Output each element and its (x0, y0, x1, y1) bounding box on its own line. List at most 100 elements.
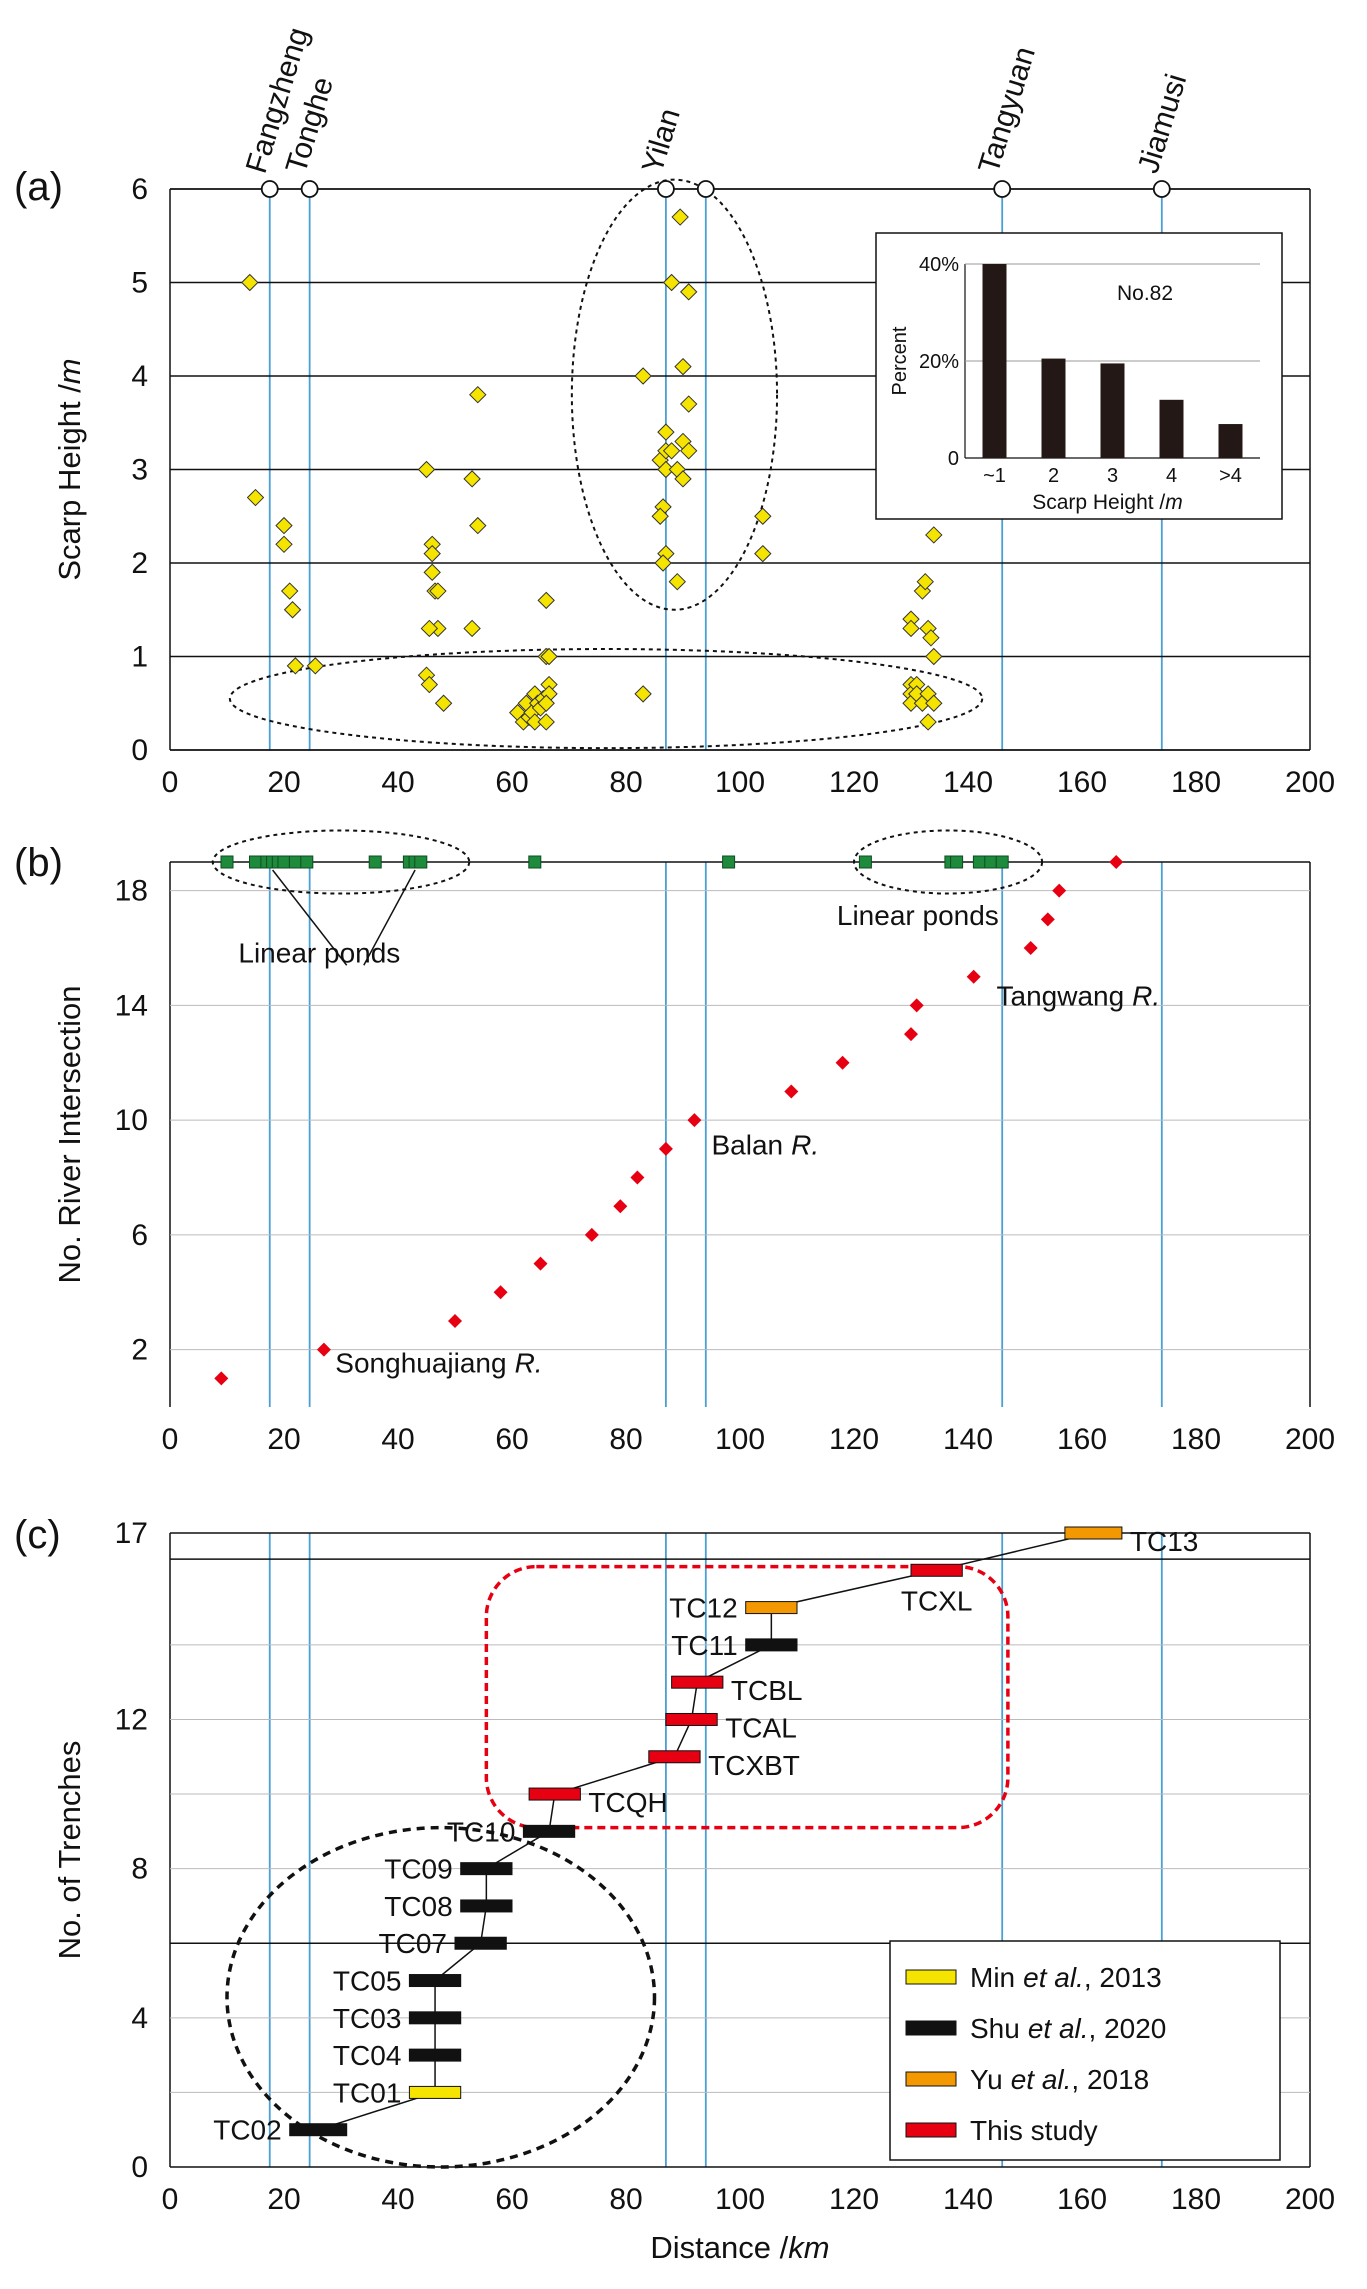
trench-label: TC13 (1130, 1526, 1198, 1557)
scarp-point (463, 619, 481, 638)
trench-label: TC04 (333, 2040, 401, 2071)
linear-pond-marker (368, 855, 382, 869)
pond-leader-line (272, 869, 348, 966)
linear-pond-marker (249, 855, 262, 869)
x-tick-label: 40 (381, 1423, 414, 1456)
scarp-point (306, 657, 325, 675)
trench-label: TC02 (213, 2115, 281, 2146)
inset-bar (982, 264, 1007, 458)
annotation-main: Linear ponds (837, 900, 999, 931)
inset-x-title-text: Scarp Height / (1032, 491, 1165, 514)
y-tick-label: 2 (131, 547, 148, 580)
inset-x-title: Scarp Height /m (1032, 491, 1183, 514)
x-tick-label: 180 (1171, 766, 1221, 799)
trench-bar (522, 1824, 576, 1838)
cluster-ellipse (570, 178, 779, 611)
scarp-point (275, 516, 293, 535)
location-marker (657, 180, 675, 198)
river-intersection-point (1052, 883, 1067, 898)
linear-pond-marker (950, 855, 964, 869)
inset-x-tick: ~1 (983, 465, 1006, 487)
trench-bar (745, 1638, 798, 1652)
y-axis-title-unit: m (52, 358, 87, 384)
legend-year: , 2018 (1071, 2064, 1149, 2095)
y-tick-label: 4 (131, 2002, 148, 2035)
trench-bar (671, 1675, 724, 1689)
x-tick-label: 60 (495, 1423, 528, 1456)
linear-pond-marker (972, 855, 986, 869)
legend-year: , 2013 (1084, 1962, 1162, 1993)
legend-label: Shu et al., 2020 (970, 2013, 1166, 2044)
scarp-point (651, 507, 669, 525)
trench-bar (454, 1936, 507, 1950)
scarp-point (754, 544, 772, 563)
annotation-text: Linear ponds (837, 900, 999, 931)
x-tick-label: 80 (609, 1423, 642, 1456)
x-tick-label: 0 (162, 766, 179, 799)
x-tick-label: 0 (162, 2183, 179, 2216)
scarp-point (420, 619, 439, 638)
scarp-point (429, 582, 447, 600)
y-tick-label: 12 (115, 1703, 148, 1736)
x-tick-label: 160 (1057, 2183, 1107, 2216)
x-tick-label: 60 (495, 766, 528, 799)
highlight-region (484, 1564, 1010, 1830)
legend-label: Min et al., 2013 (970, 1962, 1162, 1993)
inset-y-tick: 0 (948, 448, 959, 470)
trench-bar (910, 1563, 963, 1577)
annotation-text: Songhuajiang R. (335, 1348, 542, 1379)
trench-label: TCBL (731, 1675, 803, 1706)
scarp-point (902, 619, 920, 638)
linear-pond-marker (414, 855, 428, 869)
linear-pond-marker (300, 855, 314, 869)
linear-pond-marker (858, 855, 872, 869)
legend-author: Min (970, 1962, 1015, 1993)
legend-etal: et al. (1011, 2064, 1072, 2095)
linear-pond-marker (722, 855, 736, 869)
inset-bar (1100, 363, 1125, 458)
trench-bar (1064, 1526, 1123, 1540)
scarp-point (679, 395, 698, 413)
scarp-point (922, 629, 940, 647)
scarp-point (469, 385, 487, 404)
annotation-main: Balan (712, 1130, 784, 1161)
scarp-point (537, 713, 555, 731)
river-intersection-point (1023, 941, 1038, 956)
x-tick-label: 120 (829, 1423, 879, 1456)
annotation-text: Balan R. (712, 1130, 820, 1161)
trench-bar (665, 1712, 718, 1726)
y-axis-title: No. River Intersection (52, 985, 87, 1283)
y-tick-label: 3 (131, 454, 148, 487)
trench-label: TC09 (384, 1854, 452, 1885)
trench-bar (289, 2123, 348, 2137)
scarp-point (434, 694, 453, 712)
linear-pond-marker (528, 855, 542, 869)
river-intersection-point (658, 1141, 673, 1156)
y-axis-title: Scarp Height /m (52, 358, 87, 580)
inset-y-tick: 40% (919, 254, 959, 276)
inset-x-tick: 3 (1107, 465, 1118, 487)
linear-pond-marker (288, 855, 302, 869)
location-label: Yilan (636, 105, 687, 177)
y-tick-label: 2 (131, 1334, 148, 1367)
legend-swatch (905, 1969, 957, 1985)
annotation-italic: R. (515, 1348, 543, 1379)
x-tick-label: 200 (1285, 766, 1335, 799)
linear-pond-marker (995, 855, 1009, 869)
scarp-point (657, 460, 675, 479)
trench-label: TC01 (333, 2077, 401, 2108)
scarp-point (423, 563, 441, 582)
scarp-point (925, 526, 943, 544)
scarp-point (671, 208, 689, 226)
cluster-ellipse (225, 1825, 657, 2169)
location-marker (993, 180, 1012, 198)
scarp-point (526, 713, 544, 731)
y-tick-label: 18 (115, 875, 148, 908)
x-tick-label: 40 (381, 2183, 414, 2216)
annotation-italic: R. (791, 1130, 819, 1161)
river-intersection-point (1109, 855, 1124, 869)
river-intersection-point (904, 1027, 918, 1042)
river-intersection-point (687, 1113, 702, 1128)
